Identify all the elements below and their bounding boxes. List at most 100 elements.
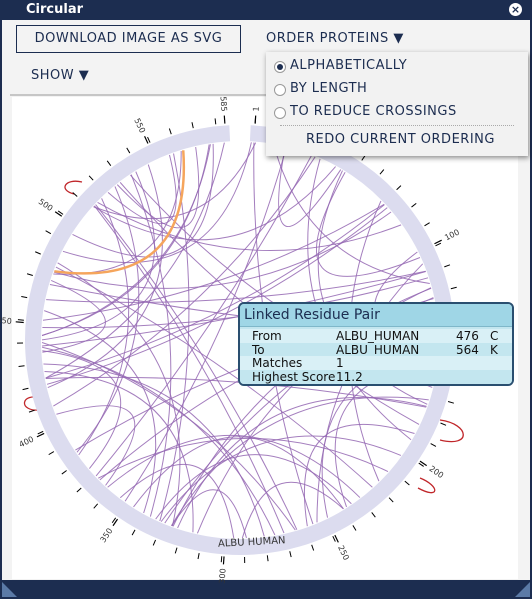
- tick-label: 1: [251, 106, 260, 112]
- link: [116, 146, 200, 229]
- minor-tick: [440, 422, 447, 426]
- minor-tick: [396, 185, 402, 191]
- link: [171, 489, 247, 539]
- minor-tick: [28, 409, 35, 413]
- link: [93, 166, 336, 241]
- link: [46, 207, 388, 385]
- tooltip-cell: 476: [456, 329, 479, 343]
- link: [97, 201, 402, 252]
- tick: [254, 115, 257, 124]
- protein-ring: [25, 125, 455, 555]
- minor-tick: [430, 443, 437, 447]
- minor-tick: [22, 387, 29, 391]
- link: [42, 346, 276, 536]
- minor-tick: [435, 242, 442, 247]
- tick-label: 450: [0, 316, 12, 326]
- self-link: [417, 477, 436, 494]
- tick: [54, 211, 63, 217]
- tick: [223, 115, 226, 124]
- separator: [280, 125, 514, 126]
- minor-tick: [361, 155, 366, 161]
- redo-ordering[interactable]: REDO CURRENT ORDERING: [306, 132, 495, 147]
- tick: [15, 321, 24, 324]
- link: [47, 164, 163, 389]
- minor-tick: [106, 160, 112, 166]
- window-title: Circular: [26, 2, 84, 17]
- link: [42, 279, 106, 353]
- minor-tick: [379, 169, 385, 175]
- order-option[interactable]: BY LENGTH: [274, 81, 367, 96]
- minor-tick: [111, 517, 117, 524]
- minor-tick: [152, 539, 157, 546]
- link: [41, 341, 296, 531]
- link: [241, 481, 344, 539]
- minor-tick: [21, 295, 28, 299]
- minor-tick: [93, 503, 99, 509]
- minor-tick: [418, 462, 424, 467]
- minor-tick: [61, 470, 67, 475]
- link: [41, 171, 156, 341]
- minor-tick: [37, 430, 44, 435]
- link: [46, 270, 426, 303]
- tick: [222, 556, 225, 565]
- resize-corner: [2, 582, 530, 597]
- minor-tick: [411, 202, 417, 208]
- close-button[interactable]: ×: [509, 3, 522, 16]
- link: [42, 203, 385, 321]
- minor-tick: [18, 365, 25, 367]
- tooltip-cell: Matches: [252, 356, 303, 370]
- link: [78, 198, 130, 456]
- minor-tick: [191, 122, 194, 129]
- order-menu: REDO CURRENT ORDERING ALPHABETICALLY BY L…: [266, 52, 528, 156]
- link: [315, 171, 421, 277]
- minor-tick: [174, 547, 178, 554]
- tooltip-cell: ALBU_HUMAN: [336, 342, 420, 357]
- minor-tick: [168, 128, 172, 135]
- order-option[interactable]: ALPHABETICALLY: [274, 58, 407, 73]
- tick-label: 585: [218, 96, 228, 112]
- link: [42, 350, 122, 469]
- minor-tick: [48, 451, 55, 456]
- minor-tick: [76, 487, 82, 493]
- tick: [334, 534, 339, 543]
- minor-tick: [35, 251, 41, 255]
- minor-tick: [447, 401, 454, 404]
- link: [107, 435, 361, 498]
- link: [72, 143, 214, 258]
- links: [41, 142, 438, 539]
- tooltip-cell: From: [252, 329, 282, 343]
- link: [95, 204, 298, 530]
- link: [119, 463, 235, 538]
- link: [43, 363, 265, 537]
- show-button[interactable]: SHOW ▼: [31, 68, 90, 83]
- minor-tick: [72, 192, 78, 197]
- minor-tick: [197, 553, 200, 560]
- minor-tick: [57, 210, 64, 215]
- order-option[interactable]: TO REDUCE CROSSINGS: [274, 104, 457, 119]
- radio[interactable]: [274, 107, 286, 119]
- minor-tick: [311, 544, 315, 551]
- tooltip-cell: Highest Score: [252, 369, 336, 384]
- radio[interactable]: [274, 84, 286, 96]
- tick: [419, 460, 427, 467]
- link: [45, 376, 427, 408]
- minor-tick: [332, 535, 336, 542]
- radio[interactable]: [274, 61, 286, 73]
- self-link: [439, 419, 464, 443]
- self-link: [64, 180, 83, 195]
- link: [94, 205, 285, 534]
- link: [278, 147, 342, 228]
- link: [53, 211, 392, 289]
- minor-tick: [388, 497, 394, 503]
- order-button[interactable]: ORDER PROTEINS ▼: [266, 31, 404, 46]
- link: [53, 156, 316, 407]
- minor-tick: [147, 136, 151, 143]
- link: [98, 437, 389, 479]
- download-button[interactable]: DOWNLOAD IMAGE AS SVG: [16, 25, 241, 53]
- highlighted-link: [54, 150, 186, 275]
- link: [177, 396, 427, 529]
- protein-label: ALBU HUMAN: [218, 535, 286, 550]
- minor-tick: [17, 319, 24, 321]
